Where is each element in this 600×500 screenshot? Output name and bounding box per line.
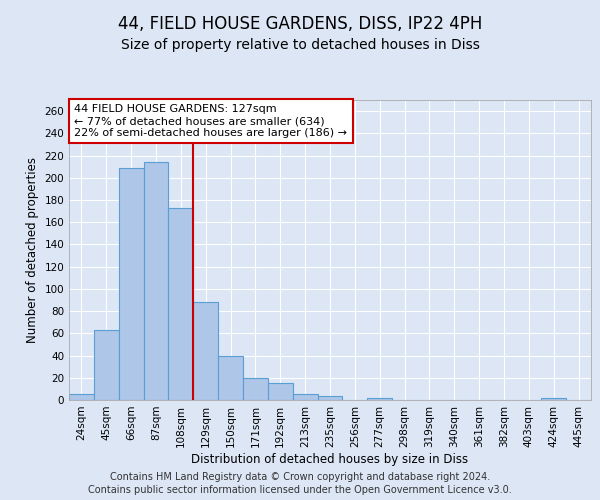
Bar: [317, 396, 343, 400]
Bar: [367, 398, 392, 400]
Bar: [94, 330, 119, 400]
Bar: [193, 302, 218, 400]
Bar: [268, 384, 293, 400]
Bar: [169, 208, 193, 400]
Text: Size of property relative to detached houses in Diss: Size of property relative to detached ho…: [121, 38, 479, 52]
X-axis label: Distribution of detached houses by size in Diss: Distribution of detached houses by size …: [191, 452, 469, 466]
Bar: [243, 378, 268, 400]
Bar: [293, 394, 317, 400]
Bar: [218, 356, 243, 400]
Bar: [143, 162, 169, 400]
Bar: [541, 398, 566, 400]
Bar: [69, 394, 94, 400]
Text: 44 FIELD HOUSE GARDENS: 127sqm
← 77% of detached houses are smaller (634)
22% of: 44 FIELD HOUSE GARDENS: 127sqm ← 77% of …: [74, 104, 347, 138]
Text: Contains HM Land Registry data © Crown copyright and database right 2024.: Contains HM Land Registry data © Crown c…: [110, 472, 490, 482]
Text: 44, FIELD HOUSE GARDENS, DISS, IP22 4PH: 44, FIELD HOUSE GARDENS, DISS, IP22 4PH: [118, 15, 482, 33]
Text: Contains public sector information licensed under the Open Government Licence v3: Contains public sector information licen…: [88, 485, 512, 495]
Y-axis label: Number of detached properties: Number of detached properties: [26, 157, 39, 343]
Bar: [119, 168, 143, 400]
